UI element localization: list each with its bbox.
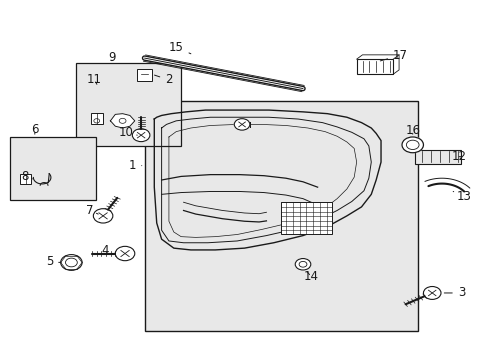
Circle shape [234, 119, 249, 130]
Text: 9: 9 [108, 51, 115, 64]
Bar [10, 137, 96, 200]
Text: 3: 3 [444, 287, 464, 300]
Bar [76, 63, 181, 146]
Circle shape [295, 258, 310, 270]
Polygon shape [110, 114, 135, 128]
Text: 7: 7 [86, 204, 98, 217]
Circle shape [423, 287, 440, 300]
Text: 8: 8 [21, 170, 32, 183]
Bar [91, 113, 103, 125]
Text: 10: 10 [119, 126, 137, 139]
Text: 4: 4 [102, 244, 115, 257]
Text: 5: 5 [46, 255, 61, 268]
Text: 12: 12 [450, 150, 466, 163]
Text: 17: 17 [380, 49, 407, 62]
Text: 2: 2 [154, 73, 172, 86]
Bar [137, 69, 152, 81]
Text: 1: 1 [128, 159, 142, 172]
Circle shape [115, 246, 135, 261]
Circle shape [132, 129, 150, 141]
Bar [281, 202, 331, 234]
Bar [144, 101, 417, 330]
Text: 16: 16 [405, 124, 419, 137]
Circle shape [61, 255, 82, 270]
Bar [414, 149, 461, 164]
Text: 11: 11 [87, 73, 102, 86]
Circle shape [93, 209, 113, 223]
Circle shape [401, 137, 423, 153]
Text: 15: 15 [168, 41, 190, 54]
Bar [20, 174, 31, 184]
Text: 6: 6 [31, 123, 39, 136]
Bar [356, 59, 392, 74]
Text: 14: 14 [303, 270, 318, 283]
Text: 13: 13 [452, 190, 470, 203]
